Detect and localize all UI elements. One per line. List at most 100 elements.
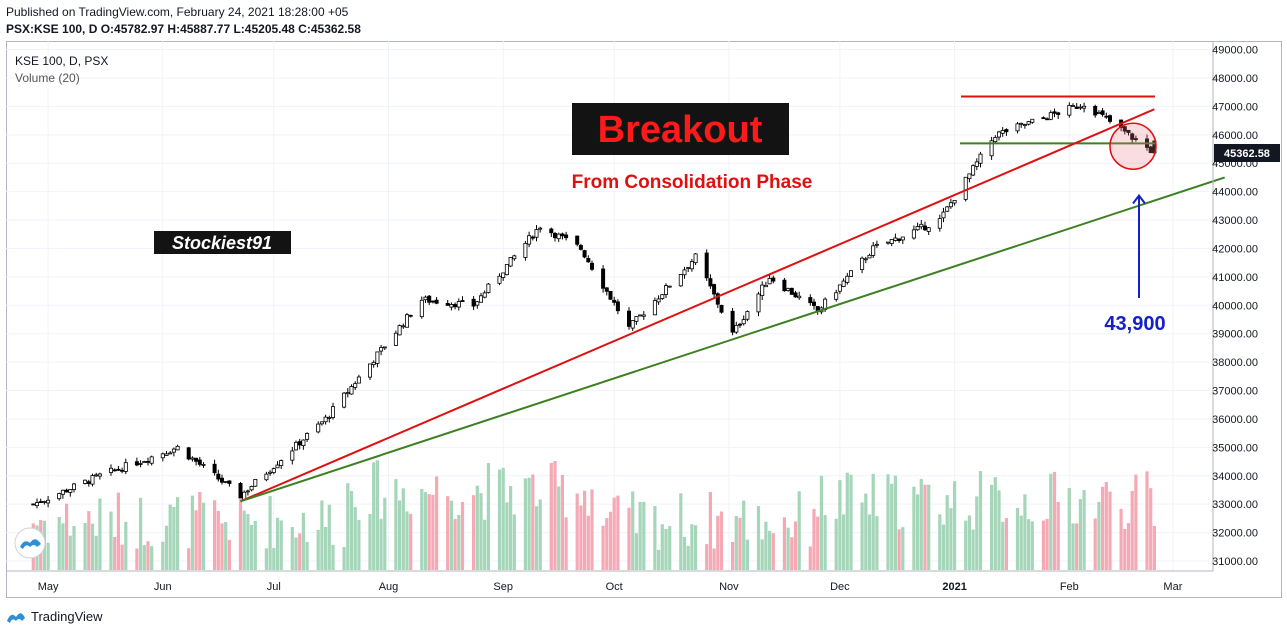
volume-bar	[760, 539, 764, 570]
volume-bar	[198, 491, 202, 570]
volume-bar	[150, 546, 154, 570]
volume-bar	[953, 481, 957, 570]
consolidation-label[interactable]: From Consolidation Phase	[572, 172, 813, 193]
volume-bar	[708, 491, 712, 570]
candle-body	[689, 261, 694, 270]
footer-brand[interactable]: TradingView	[6, 609, 103, 624]
volume-bar	[194, 510, 198, 570]
volume-bar	[264, 548, 268, 570]
candle-body	[575, 235, 580, 245]
candle-body	[64, 489, 69, 493]
volume-bar	[583, 490, 587, 570]
volume-bar	[834, 518, 838, 570]
volume-bar	[346, 483, 350, 570]
candle-body	[397, 325, 402, 336]
volume-bar	[383, 497, 387, 570]
x-tick-label: Nov	[719, 581, 739, 593]
footer-brand-label: TradingView	[31, 609, 103, 624]
volume-bar	[941, 524, 946, 570]
breakout-circle[interactable]	[1109, 122, 1157, 170]
volume-bar	[135, 548, 139, 570]
volume-bar	[1049, 473, 1053, 570]
candle-body	[782, 279, 787, 292]
y-tick-label: 42000.00	[1212, 243, 1258, 255]
candle-body	[638, 314, 643, 317]
candle-body	[1078, 106, 1083, 109]
volume-bar	[446, 496, 450, 570]
candle-body	[379, 347, 384, 352]
candle-body	[42, 500, 47, 503]
candle-body	[145, 460, 150, 463]
candle-body	[268, 471, 273, 474]
volume-bar	[553, 460, 557, 570]
last-price-label: 45362.58	[1224, 148, 1270, 160]
volume-bar	[786, 527, 790, 570]
symbol-legend[interactable]: KSE 100, D, PSX	[15, 54, 109, 68]
trendline-red[interactable]	[240, 108, 1155, 503]
time-axis[interactable]: May Jun Jul Aug Sep Oct Nov Dec 2021 Feb Mar	[38, 581, 1183, 593]
volume-bar	[98, 498, 102, 570]
candle-body	[760, 284, 765, 297]
candle-body	[367, 363, 372, 378]
volume-bar	[712, 548, 716, 570]
candle-body	[1048, 112, 1053, 120]
volume-bar	[816, 516, 820, 570]
volume-bar	[893, 475, 897, 570]
volume-bar	[1145, 471, 1149, 570]
volume-bar	[124, 521, 128, 570]
volume-bar	[449, 500, 453, 570]
candle-body	[1133, 138, 1138, 140]
volume-bar	[627, 507, 631, 570]
candle-body	[738, 323, 743, 326]
volume-bar	[912, 486, 916, 570]
candle-body	[786, 288, 791, 291]
candle-body	[327, 417, 332, 419]
volume-bar	[460, 501, 465, 570]
volume-bar	[453, 518, 457, 570]
candle-body	[434, 299, 439, 304]
candle-body	[249, 486, 254, 491]
candle-body	[1122, 126, 1127, 132]
volume-bar	[586, 515, 590, 570]
candle-body	[667, 285, 672, 288]
candle-body	[767, 278, 772, 285]
volume-bar	[890, 483, 894, 570]
candle-body	[497, 275, 502, 284]
target-label[interactable]: 43,900	[1104, 313, 1165, 335]
breakout-label[interactable]: Breakout	[598, 109, 763, 151]
trendline-green[interactable]	[240, 176, 1226, 503]
volume-bar	[819, 475, 823, 570]
candle-body	[271, 468, 276, 473]
volume-bar	[771, 533, 775, 570]
volume-bar	[457, 514, 461, 570]
candle-body	[1100, 110, 1105, 115]
candle-body	[290, 450, 295, 461]
labels: Breakout From Consolidation Phase Stocki…	[154, 103, 1166, 335]
candle-body	[430, 300, 435, 303]
y-tick-label: 33000.00	[1212, 499, 1258, 511]
price-axis[interactable]: 31000.00 32000.00 33000.00 34000.00 35000.00…	[1212, 45, 1258, 568]
candle-body	[1015, 123, 1020, 132]
stockiest-label[interactable]: Stockiest91	[172, 233, 272, 253]
volume-bar	[435, 476, 439, 570]
volume-bar	[564, 517, 568, 570]
y-tick-label: 38000.00	[1212, 357, 1258, 369]
candle-body	[952, 199, 957, 204]
candle-body	[719, 304, 724, 313]
volume-bar	[1001, 521, 1005, 570]
candle-body	[301, 439, 306, 447]
volume-bar	[975, 496, 979, 570]
volume-bar	[716, 515, 720, 570]
candle-body	[83, 479, 88, 484]
volume-bar	[608, 511, 613, 570]
candle-body	[46, 499, 51, 504]
volume-bar	[971, 529, 975, 570]
volume-legend[interactable]: Volume (20)	[15, 71, 80, 85]
candle-body	[382, 346, 387, 349]
volume-bar	[401, 488, 405, 570]
volume-bar	[501, 467, 505, 570]
candle-body	[419, 299, 424, 318]
volume-bar	[1093, 518, 1097, 570]
candle-body	[194, 457, 199, 462]
